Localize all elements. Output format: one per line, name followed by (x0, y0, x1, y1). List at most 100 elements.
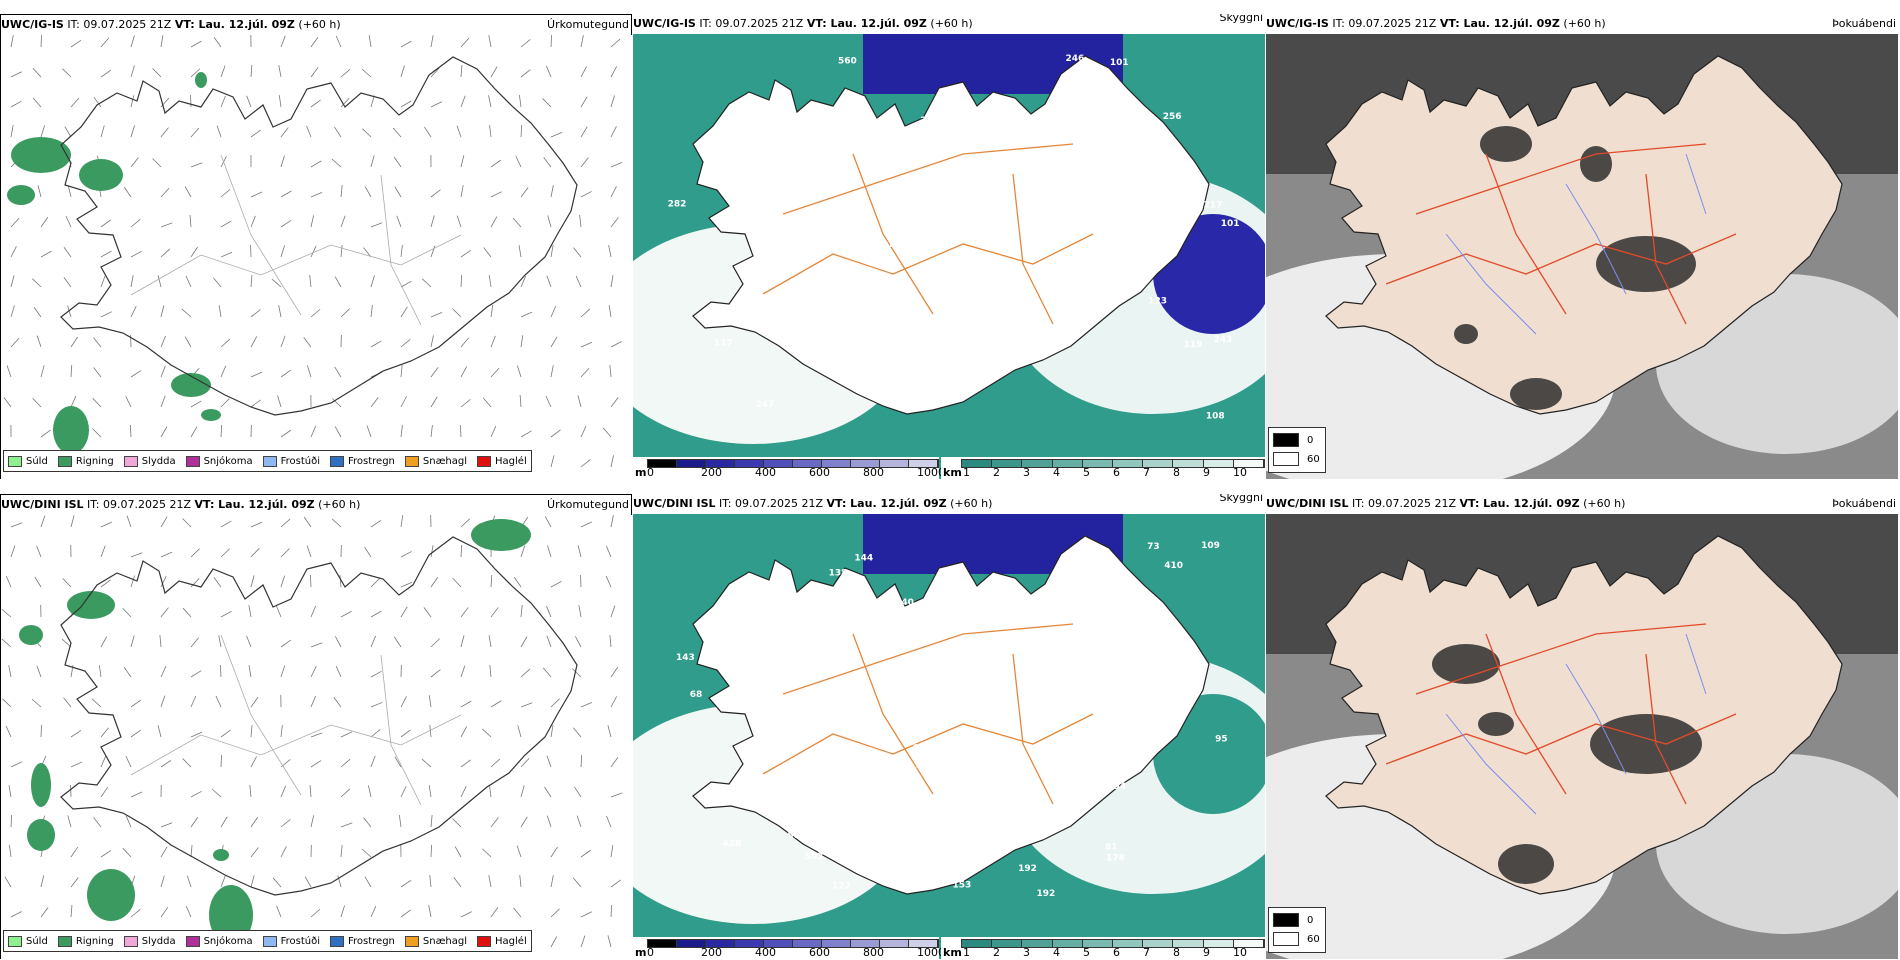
legend-swatch (477, 456, 491, 467)
legend-label: Snjókoma (204, 456, 253, 467)
panel-fog-bottom: UWC/DINI ISL IT: 09.07.2025 21Z VT: Lau.… (1266, 494, 1898, 959)
fog-label-high: 60 (1307, 934, 1320, 945)
cloud-base-label: 560 (838, 57, 857, 67)
valid-time: VT: Lau. 12.júl. 09Z (175, 18, 295, 31)
map-background (1, 35, 633, 480)
legend-swatch (58, 456, 72, 467)
lead-time: (+60 h) (950, 497, 992, 510)
cloud-base-label: 86 (774, 728, 787, 738)
panel-title: Skyggni (1220, 494, 1263, 508)
legend-item: Rigning (58, 936, 114, 947)
legend-label: Frostúði (281, 456, 320, 467)
valid-time: VT: Lau. 12.júl. 09Z (195, 498, 315, 511)
panel-header: UWC/DINI ISL IT: 09.07.2025 21Z VT: Lau.… (1, 495, 631, 515)
scale-tick-label: 0 (647, 466, 654, 479)
legend-label: Slydda (142, 936, 176, 947)
panel-header: UWC/IG-IS IT: 09.07.2025 21Z VT: Lau. 12… (633, 14, 1265, 34)
cloud-base-label: 213 (792, 175, 811, 185)
cloud-base-label: 322 (1092, 638, 1111, 648)
precip-map (1, 35, 633, 480)
cloud-base-label: 95 (1215, 735, 1228, 745)
scale-tick-label: 600 (809, 466, 830, 479)
visibility-unit: km (943, 946, 962, 959)
scale-tick-label: 8 (1173, 466, 1180, 479)
cloud-base-label: 173 (1157, 676, 1176, 686)
legend-label: Slydda (142, 456, 176, 467)
cloud-base-label: 101 (1221, 219, 1240, 229)
scale-tick-label: 200 (701, 466, 722, 479)
legend-swatch (8, 936, 22, 947)
fog-legend: 0 60 (1268, 427, 1326, 473)
fog-cell (1454, 324, 1478, 344)
cloud-base-label: 122 (981, 120, 1000, 130)
legend-label: Snjókoma (204, 936, 253, 947)
cloud-base-label: 192 (1036, 889, 1055, 899)
scale-tick-label: 6 (1113, 946, 1120, 959)
init-label: IT: (719, 497, 731, 510)
lead-time: (+60 h) (930, 17, 972, 30)
legend-item: Slydda (124, 456, 176, 467)
fog-map (1266, 514, 1898, 959)
legend-swatch (263, 936, 277, 947)
panel-title: Skyggni (1220, 14, 1263, 28)
cloud-base-unit: m (635, 466, 646, 479)
legend-item: Snæhagl (405, 936, 467, 947)
rain-area (53, 406, 89, 454)
legend-swatch (8, 456, 22, 467)
legend-item: Rigning (58, 456, 114, 467)
legend-item: Snæhagl (405, 456, 467, 467)
legend-item: Haglél (477, 936, 527, 947)
cloud-base-label: 138 (829, 569, 848, 579)
cloud-base-label: 107 (755, 309, 774, 319)
legend-label: Frostúði (281, 936, 320, 947)
cloud-base-label: 80 (987, 179, 1000, 189)
rain-area (79, 159, 123, 191)
rain-area (195, 72, 207, 88)
cloud-base-colorbar (647, 459, 939, 468)
fog-swatch-high (1273, 932, 1299, 946)
legend-swatch (405, 456, 419, 467)
cloud-base-label: 123 (1148, 297, 1167, 307)
scale-tick-label: 2 (993, 946, 1000, 959)
legend-item: Frostúði (263, 936, 320, 947)
panel-cloud-bottom: UWC/DINI ISL IT: 09.07.2025 21Z VT: Lau.… (633, 494, 1265, 959)
cloud-base-label: 247 (756, 400, 775, 410)
init-label: IT: (699, 17, 711, 30)
legend-item: Súld (8, 936, 48, 947)
legend-item: Snjókoma (186, 456, 253, 467)
valid-time: VT: Lau. 12.júl. 09Z (1440, 17, 1560, 30)
cloud-base-label: 211 (875, 240, 894, 250)
cloud-base-label: 108 (1206, 412, 1225, 422)
fog-cell (1590, 714, 1702, 774)
legend-label: Haglél (495, 936, 527, 947)
scale-tick-label: 3 (1023, 946, 1030, 959)
fog-label-high: 60 (1307, 454, 1320, 465)
cloud-base-label: 106 (1041, 148, 1060, 158)
legend-label: Snæhagl (423, 456, 467, 467)
init-label: IT: (67, 18, 79, 31)
legend-label: Súld (26, 936, 48, 947)
panel-title: Úrkomutegund (547, 495, 629, 515)
panel-header: UWC/IG-IS IT: 09.07.2025 21Z VT: Lau. 12… (1266, 14, 1898, 34)
scale-tick-label: 800 (863, 466, 884, 479)
scale-tick-label: 200 (701, 946, 722, 959)
legend-swatch (477, 936, 491, 947)
cloud-base-label: 192 (1018, 864, 1037, 874)
cloud-base-label: 46 (1056, 814, 1069, 824)
cloud-base-label: 94 (783, 678, 796, 688)
cloud-base-label: 215 (920, 116, 939, 126)
cloud-base-label: 576 (1087, 676, 1106, 686)
init-time: 09.07.2025 21Z (83, 18, 171, 31)
fog-map (1266, 34, 1898, 479)
scale-tick-label: 5 (1083, 946, 1090, 959)
init-label: IT: (1352, 497, 1364, 510)
cloud-base-label: 428 (722, 839, 741, 849)
legend-item: Snjókoma (186, 936, 253, 947)
rain-area (19, 625, 43, 645)
cloud-base-label: 121 (829, 708, 848, 718)
scale-tick-label: 4 (1053, 946, 1060, 959)
cloud-base-label: 73 (1147, 542, 1160, 552)
